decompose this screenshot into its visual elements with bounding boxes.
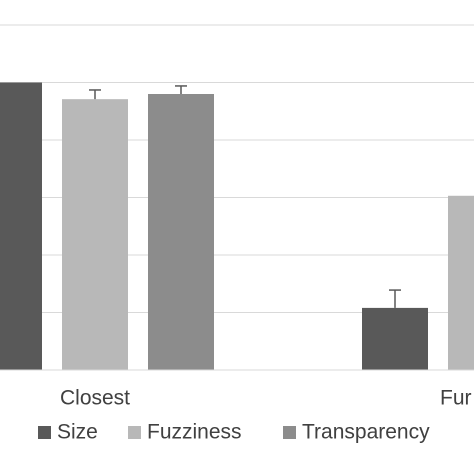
bar bbox=[62, 99, 128, 371]
legend-swatch bbox=[128, 426, 141, 439]
legend-swatch bbox=[38, 426, 51, 439]
x-tick-label: Closest bbox=[60, 387, 130, 410]
legend-label: Fuzziness bbox=[147, 421, 242, 444]
legend-label: Size bbox=[57, 421, 98, 444]
bar bbox=[148, 94, 214, 370]
x-tick-label: Fur bbox=[440, 387, 472, 410]
bar bbox=[362, 307, 428, 370]
bar bbox=[0, 82, 42, 370]
legend-swatch bbox=[283, 426, 296, 439]
bar bbox=[448, 195, 474, 370]
legend-label: Transparency bbox=[302, 421, 430, 444]
